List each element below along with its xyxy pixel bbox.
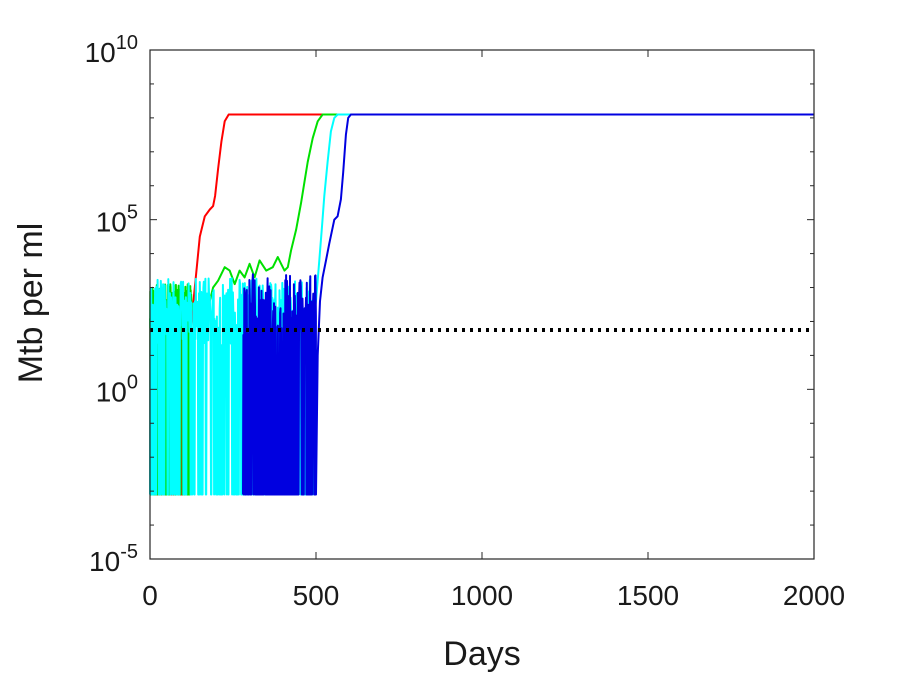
minor-ticks [150,83,814,526]
x-tick-label: 500 [293,580,340,611]
series-3 [242,113,814,496]
x-tick-label: 1000 [451,580,513,611]
y-tick-label: 105 [96,202,138,238]
series-line [242,113,814,496]
x-tick-label: 1500 [617,580,679,611]
y-tick-label: 100 [96,371,138,407]
x-axis-label: Days [443,635,520,673]
y-axis: 10-5 100 105 1010 [85,32,814,577]
x-tick-label: 2000 [783,580,845,611]
series-layer [149,113,814,496]
y-tick-label: 10-5 [89,541,138,577]
y-tick-label: 1010 [85,32,138,68]
x-tick-label: 0 [142,580,158,611]
x-axis: 0 500 1000 1500 2000 [142,50,845,611]
y-axis-label: Mtb per ml [12,223,50,384]
